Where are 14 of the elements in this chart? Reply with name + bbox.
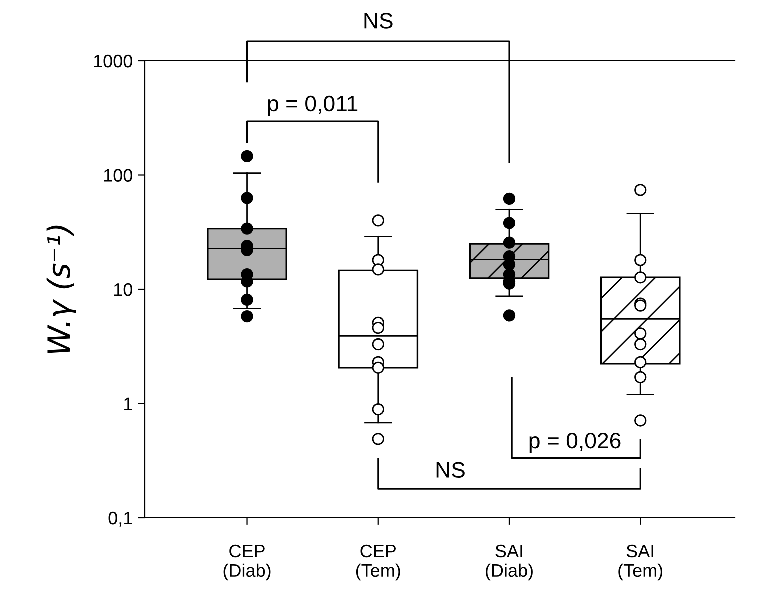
x-tick-label: SAI (Tem)	[618, 544, 663, 581]
y-tick-label: 1	[124, 398, 132, 410]
text: NS	[364, 13, 393, 29]
y-tick-label: 100	[104, 169, 132, 182]
y-tick-label: 0,1	[108, 512, 132, 527]
x-tick-label: CEP (Tem)	[356, 544, 400, 581]
annotation: NS	[436, 462, 465, 478]
annotation: p = 0,011	[268, 96, 358, 116]
y-tick-label: 1000	[94, 54, 132, 68]
x-tick-label: SAI (Diab)	[486, 544, 533, 581]
y-axis-title: W.γ (s⁻¹)	[46, 226, 76, 354]
annotation: p = 0,026	[530, 432, 621, 454]
x-tick-label: CEP (Diab)	[224, 544, 271, 581]
y-tick-label: 10	[114, 283, 132, 296]
